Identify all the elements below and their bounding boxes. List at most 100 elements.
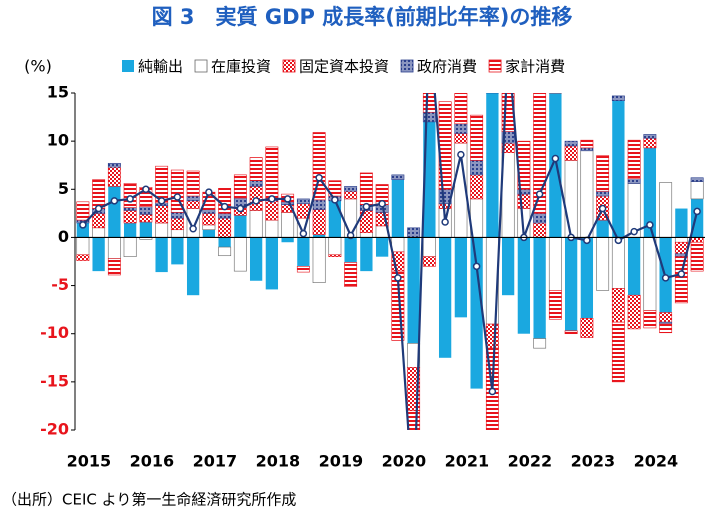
x-tick-label: 2015: [67, 452, 112, 471]
gdp-marker: [441, 218, 449, 226]
gdp-marker: [268, 195, 276, 203]
bar-segment: [202, 229, 216, 238]
bar-segment: [470, 237, 483, 389]
x-tick-label: 2022: [508, 452, 553, 471]
bar-segment: [92, 227, 106, 238]
chart-title: 図 3 実質 GDP 成長率(前期比年率)の推移: [152, 5, 573, 29]
bar-segment: [674, 237, 688, 243]
bar-segment: [139, 206, 153, 215]
bar-segment: [249, 180, 263, 187]
bar-segment: [218, 246, 232, 257]
bar-segment: [249, 237, 263, 281]
bar-segment: [611, 288, 625, 323]
bar-segment: [407, 237, 420, 344]
bar-segment: [596, 155, 610, 192]
bar-segment: [391, 237, 405, 253]
bar-segment: [76, 201, 90, 221]
bar-segment: [643, 147, 657, 238]
bar-segment: [234, 215, 247, 238]
gdp-marker: [535, 190, 544, 198]
bar-segment: [92, 179, 106, 209]
bar-segment: [580, 147, 594, 152]
gdp-marker: [394, 274, 402, 282]
bar-segment: [123, 222, 137, 238]
bar-segment: [690, 177, 704, 182]
bar-segment: [454, 123, 468, 134]
gdp-marker: [173, 193, 182, 201]
gdp-marker: [598, 204, 607, 213]
gdp-marker: [189, 225, 197, 233]
bar-segment: [139, 214, 153, 223]
x-tick-label: 2016: [130, 452, 175, 471]
bar-segment: [123, 207, 137, 211]
bar-segment: [328, 237, 342, 256]
y-axis-label: (%): [24, 57, 52, 76]
legend-swatch: [400, 59, 414, 73]
bar-segment: [249, 157, 263, 181]
bar-segment: [675, 208, 688, 238]
bar-segment: [438, 237, 452, 358]
bar-segment: [548, 93, 562, 94]
gdp-marker: [362, 202, 371, 211]
bar-segment: [233, 237, 247, 272]
y-tick-label: -15: [40, 371, 69, 390]
bar-segment: [281, 212, 295, 238]
bar-segment: [92, 213, 106, 229]
y-tick-label: 15: [47, 83, 69, 102]
bar-segment: [470, 160, 484, 176]
gdp-marker: [488, 387, 497, 396]
bar-segment: [265, 219, 279, 238]
bar-segment: [312, 234, 326, 238]
bar-segment: [107, 258, 121, 276]
bar-segment: [344, 237, 357, 263]
bar-segment: [155, 205, 169, 224]
bar-segment: [517, 237, 531, 334]
bar-segment: [501, 237, 515, 296]
gdp-marker: [94, 204, 103, 213]
bar-segment: [108, 186, 121, 238]
bar-segment: [501, 152, 515, 238]
y-tick-label: -20: [40, 420, 69, 439]
bar-segment: [454, 237, 468, 318]
bar-segment: [422, 256, 436, 267]
gdp-marker: [299, 229, 308, 238]
bar-segment: [549, 77, 561, 89]
bar-segment: [485, 93, 499, 94]
bar-segment: [564, 330, 578, 335]
bar-segment: [344, 186, 358, 192]
y-tick-label: -10: [40, 323, 69, 342]
bar-segment: [312, 237, 326, 283]
bar-segment: [627, 294, 641, 330]
bar-segment: [296, 198, 310, 205]
y-tick-label: -5: [51, 275, 69, 294]
bar-segment: [564, 237, 578, 331]
bar-segment: [344, 190, 358, 200]
bar-segment: [265, 200, 279, 221]
bar-segment: [611, 321, 625, 383]
bar-segment: [171, 237, 184, 265]
bar-segment: [548, 290, 562, 320]
gdp-marker: [505, 42, 511, 48]
bar-segment: [643, 237, 657, 311]
bar-segment: [627, 178, 641, 184]
gdp-marker: [236, 204, 245, 213]
bar-segment: [107, 166, 121, 187]
bar-segment: [186, 195, 200, 202]
bar-segment: [674, 256, 688, 304]
bar-segment: [690, 181, 704, 200]
bar-segment: [533, 222, 547, 238]
bar-segment: [344, 262, 358, 287]
y-tick-label: 0: [58, 227, 69, 246]
gdp-marker: [411, 504, 417, 510]
x-tick-label: 2018: [256, 452, 301, 471]
bar-segment: [297, 237, 310, 267]
bar-segment: [92, 237, 105, 272]
gdp-marker: [677, 270, 686, 278]
gdp-marker: [472, 262, 481, 271]
x-tick-label: 2024: [634, 452, 679, 471]
gdp-marker: [205, 188, 213, 196]
bar-segment: [485, 323, 499, 349]
bar-segment: [328, 200, 342, 238]
y-tick-label: 5: [58, 179, 69, 198]
